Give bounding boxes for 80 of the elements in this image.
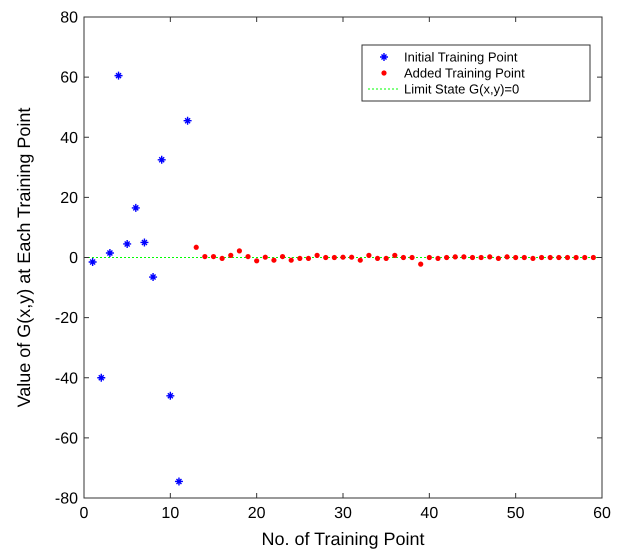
y-tick-label: 40	[60, 130, 78, 147]
point	[182, 116, 192, 126]
point	[96, 373, 106, 382]
y-tick-label: 60	[60, 70, 78, 87]
y-tick-label: -80	[54, 490, 78, 508]
point	[236, 248, 242, 254]
x-tick-label: 40	[420, 505, 438, 522]
point	[271, 258, 277, 263]
y-tick-label: -40	[54, 370, 78, 388]
point	[88, 257, 98, 267]
point	[140, 238, 150, 248]
y-tick-label: 80	[60, 10, 78, 27]
point	[426, 254, 432, 260]
point	[574, 254, 579, 260]
point	[409, 254, 415, 260]
x-tick-label: 0	[80, 505, 89, 522]
point	[194, 244, 199, 250]
point	[435, 256, 441, 261]
point	[504, 254, 510, 260]
legend-label: Initial Training Point	[404, 50, 518, 65]
y-tick-label: 0	[69, 250, 78, 268]
point	[538, 254, 544, 260]
x-tick-label: 50	[506, 505, 525, 522]
point	[530, 256, 536, 261]
point	[582, 254, 588, 260]
x-tick-label: 10	[161, 505, 180, 522]
point	[366, 252, 372, 258]
point	[444, 254, 450, 260]
point	[556, 254, 562, 260]
point	[148, 272, 158, 282]
y-tick-label: -20	[54, 310, 78, 328]
point	[220, 256, 225, 261]
point	[374, 256, 380, 261]
point	[590, 254, 596, 260]
x-axis-title: No. of Training Point	[261, 529, 425, 549]
point	[452, 254, 458, 260]
point	[228, 252, 234, 258]
x-tick-label: 60	[593, 505, 611, 522]
point	[202, 254, 208, 260]
point	[496, 256, 501, 261]
y-tick-label: -60	[54, 430, 78, 448]
point	[174, 476, 184, 486]
point	[245, 254, 251, 260]
point	[323, 254, 328, 260]
point	[487, 254, 492, 260]
x-tick-label: 20	[248, 505, 266, 522]
point	[306, 256, 312, 261]
point	[358, 258, 363, 263]
x-tick-label: 30	[334, 505, 352, 522]
point	[280, 254, 286, 260]
point	[470, 254, 476, 260]
point	[522, 254, 527, 260]
point	[548, 254, 553, 260]
point	[297, 256, 302, 261]
point	[262, 254, 268, 260]
point	[513, 254, 518, 260]
point	[157, 155, 166, 164]
point	[288, 258, 294, 263]
point	[131, 203, 140, 213]
point	[122, 239, 132, 249]
y-axis-title: Value of G(x,y) at Each Training Point	[14, 108, 34, 408]
legend-label: Limit State G(x,y)=0	[404, 82, 520, 97]
point	[384, 256, 389, 261]
point	[392, 252, 398, 258]
point	[478, 254, 484, 260]
point	[340, 254, 346, 260]
y-tick-label: 20	[60, 190, 78, 207]
point	[254, 258, 260, 264]
point	[332, 254, 337, 260]
point	[400, 254, 406, 260]
point	[418, 262, 424, 267]
point	[166, 391, 176, 400]
point	[314, 252, 320, 258]
point	[210, 254, 216, 260]
legend-label: Added Training Point	[404, 66, 526, 81]
point	[349, 254, 354, 260]
point	[461, 254, 466, 260]
point	[114, 70, 124, 80]
point	[564, 254, 570, 260]
point	[105, 248, 115, 258]
